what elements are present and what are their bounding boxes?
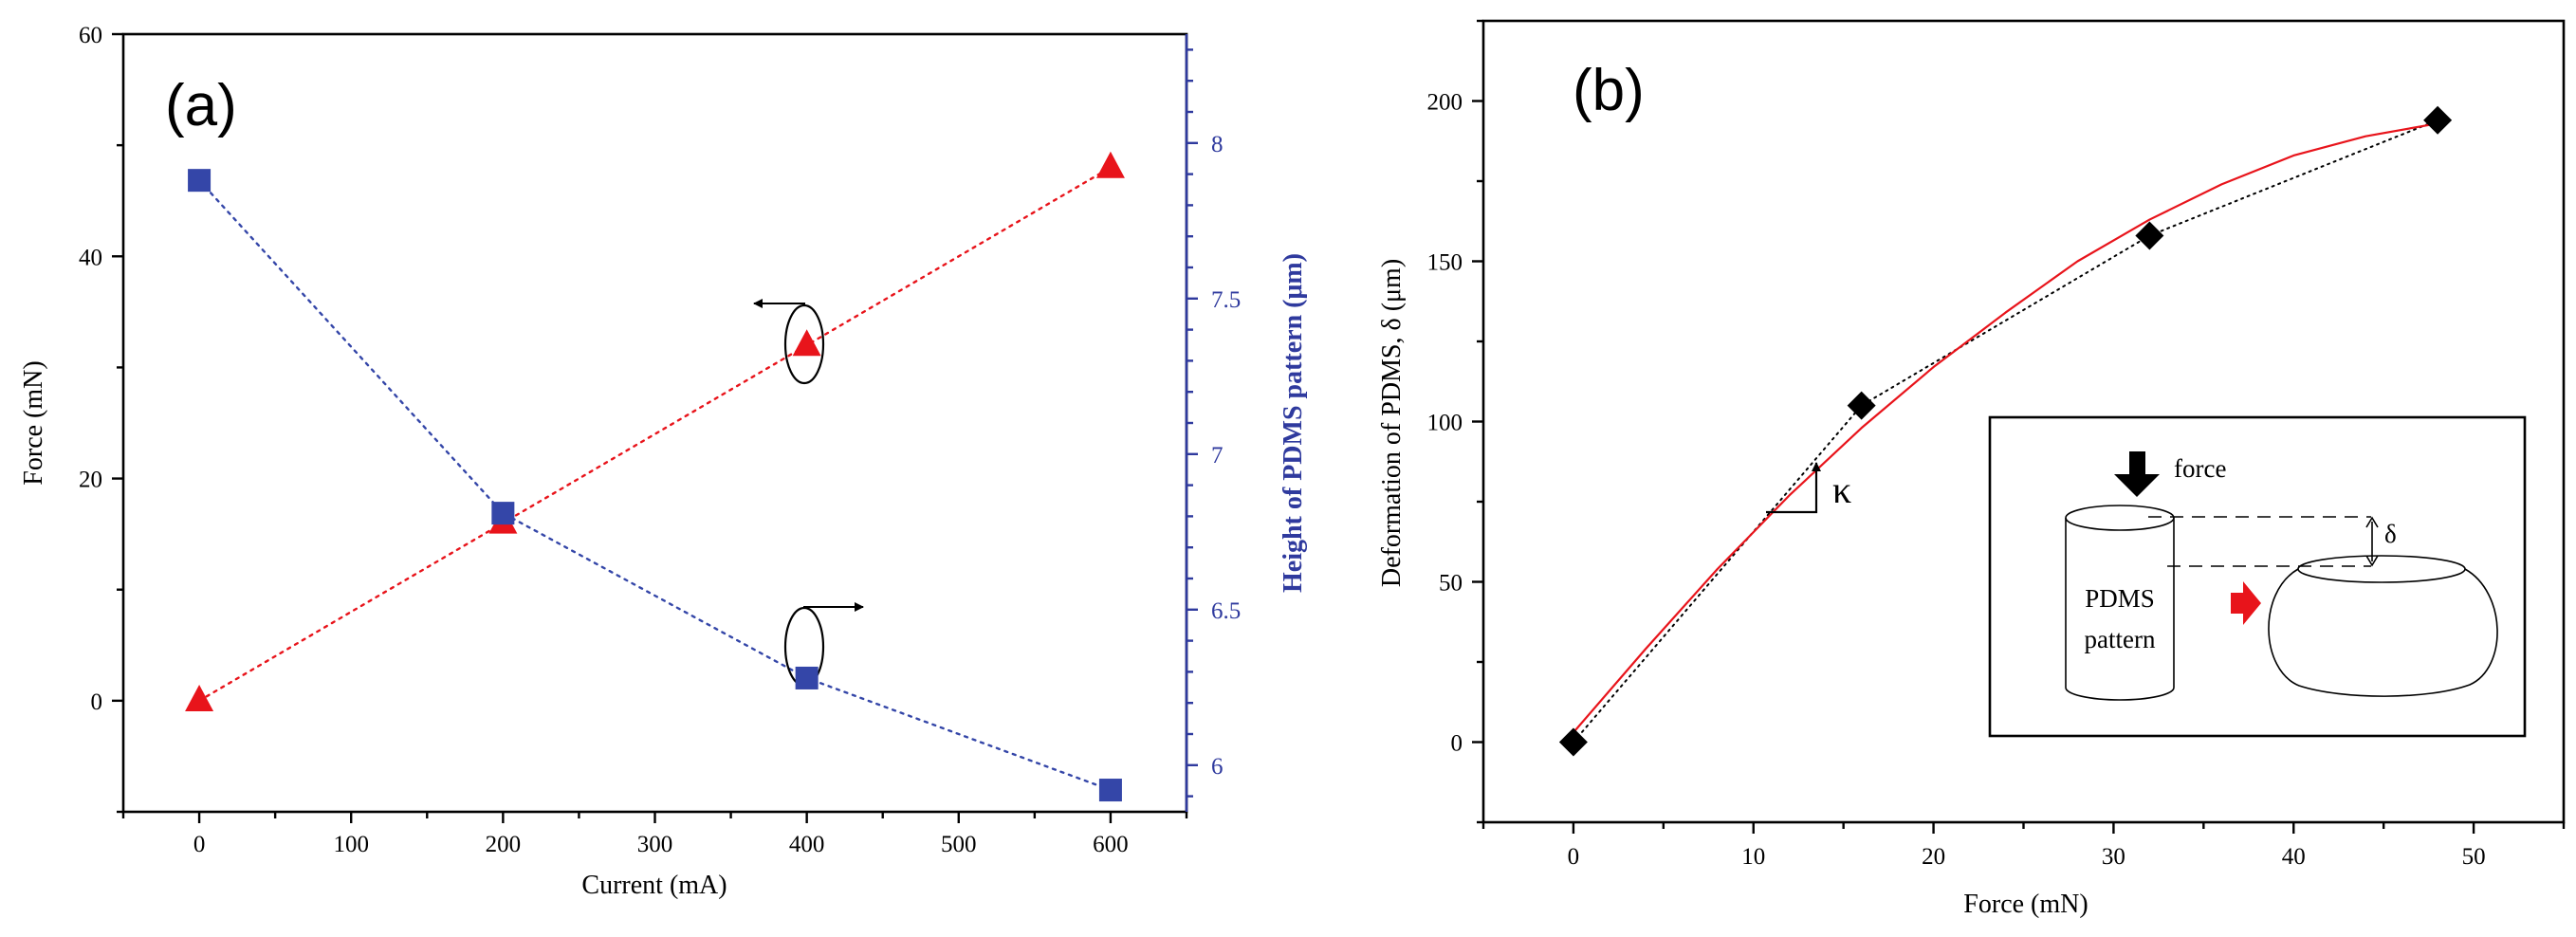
y-tick-label: 40: [79, 245, 102, 270]
panel-a-y-axis-label: Force (mN): [19, 360, 48, 485]
pattern-label: pattern: [2085, 625, 2156, 653]
measured-line: [1572, 119, 2439, 744]
panel-a-label: (a): [165, 73, 237, 138]
measured-point: [1558, 727, 1588, 757]
cylinder-icon: [2065, 505, 2175, 701]
height-point: [491, 502, 515, 525]
measured-point: [1847, 391, 1876, 420]
red-arrow-icon: [2231, 581, 2261, 625]
panel-a-x-axis-label: Current (mA): [581, 871, 727, 900]
x-tick-label: 0: [193, 832, 206, 857]
y-tick-label: 0: [1451, 731, 1463, 757]
panel-b-markers: [1558, 105, 2453, 757]
y2-tick-label: 8: [1211, 132, 1224, 157]
panel-b-x-axis-label: Force (mN): [1963, 890, 2088, 919]
y2-tick-label: 7.5: [1211, 287, 1241, 313]
y-tick-label: 20: [79, 468, 102, 493]
panel-b-y-axis-label: Deformation of PDMS, δ (μm): [1377, 259, 1407, 587]
x-tick-label: 20: [1922, 844, 1945, 870]
panel-a-series-lines: [197, 166, 1113, 792]
measured-point: [2423, 105, 2453, 135]
panel-a-y-ticks: 0 20 40 60: [79, 23, 123, 814]
x-tick-label: 10: [1741, 844, 1765, 870]
x-tick-label: 40: [2282, 844, 2306, 870]
panel-a: 0 100 200 300 400 500 600 0 20 40 60 6 6.5 7 7.5 8 (a…: [19, 23, 1308, 900]
panel-b: 0 10 20 30 40 50 0 50 100 150 200 κ (b) Force (mN…: [1377, 19, 2566, 919]
force-arrow-icon: [2114, 451, 2160, 497]
panel-b-series-lines: [1572, 119, 2439, 744]
y-tick-label: 200: [1427, 90, 1463, 116]
height-point: [1098, 779, 1122, 802]
delta-label: δ: [2384, 520, 2397, 548]
force-label: force: [2174, 454, 2226, 483]
x-tick-label: 30: [2102, 844, 2125, 870]
right-arrow-icon: [803, 602, 864, 612]
panel-a-y2-axis-label: Height of PDMS pattern (μm): [1279, 253, 1308, 593]
panel-a-annotations: [753, 299, 864, 688]
panel-a-plot-frame: [121, 32, 1188, 814]
inset-schematic: force PDMS pattern δ: [1988, 415, 2527, 738]
inset-frame: [1988, 415, 2527, 738]
force-point: [792, 329, 821, 357]
left-arrow-icon: [753, 299, 805, 308]
kappa-label: κ: [1832, 468, 1851, 511]
x-tick-label: 400: [789, 832, 825, 857]
y-tick-label: 150: [1427, 250, 1463, 276]
x-tick-label: 100: [333, 832, 369, 857]
y2-tick-label: 6: [1211, 754, 1224, 780]
height-point: [795, 666, 819, 689]
force-point: [1095, 151, 1125, 178]
x-tick-label: 50: [2462, 844, 2486, 870]
panel-b-y-ticks: 0 50 100 150 200: [1427, 19, 1483, 824]
pdms-label: PDMS: [2085, 584, 2155, 613]
x-tick-label: 500: [941, 832, 977, 857]
panel-a-markers: [185, 151, 1125, 802]
x-tick-label: 200: [486, 832, 522, 857]
x-tick-label: 0: [1568, 844, 1580, 870]
y-tick-label: 0: [91, 689, 103, 715]
force-point: [185, 685, 214, 712]
fit-curve: [1573, 122, 2438, 734]
x-tick-label: 600: [1093, 832, 1129, 857]
slope-indicator: κ: [1766, 462, 1851, 514]
deformed-pattern-icon: [2268, 555, 2498, 697]
height-point: [188, 169, 212, 193]
series-line-height: [197, 178, 1113, 792]
panel-b-label: (b): [1573, 58, 1645, 123]
y-tick-label: 100: [1427, 411, 1463, 436]
y-tick-label: 50: [1439, 571, 1463, 597]
series-line-force: [197, 166, 1113, 703]
panel-a-y2-ticks: 6 6.5 7 7.5 8: [1187, 48, 1241, 798]
y2-tick-label: 7: [1211, 443, 1224, 468]
panel-b-x-ticks: 0 10 20 30 40 50: [1481, 822, 2566, 870]
measured-point: [2135, 221, 2164, 250]
y-tick-label: 60: [79, 23, 102, 48]
x-tick-label: 300: [637, 832, 673, 857]
panel-a-x-ticks: 0 100 200 300 400 500 600: [121, 812, 1188, 857]
y2-tick-label: 6.5: [1211, 598, 1241, 624]
